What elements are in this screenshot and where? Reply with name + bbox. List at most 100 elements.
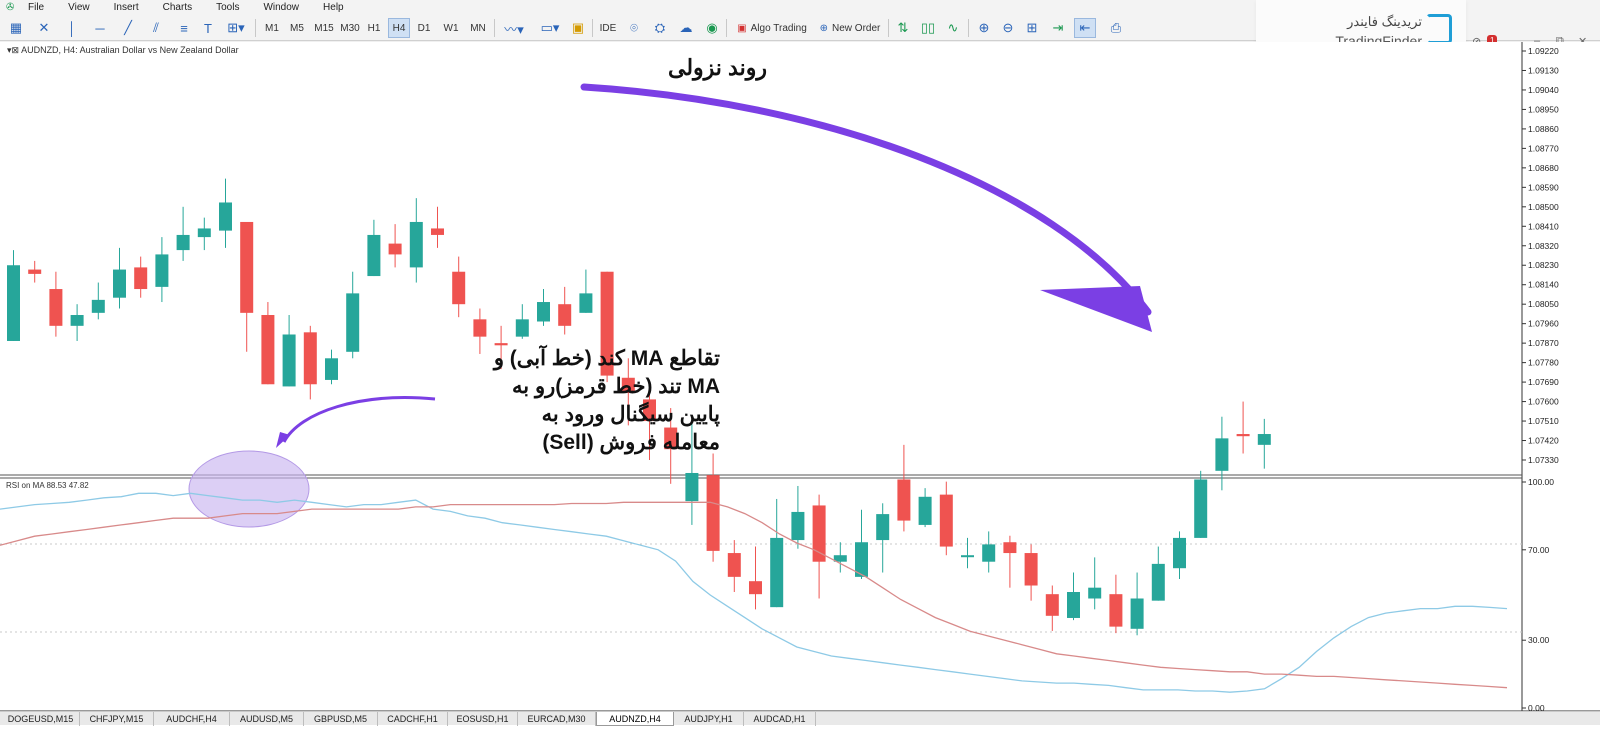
menu-file[interactable]: File [28,2,45,13]
vertical-line-icon[interactable]: │ [67,20,77,36]
tab-eurcad[interactable]: EURCAD,M30 [518,712,596,726]
candle-body [346,293,360,352]
chart-canvas[interactable]: 1.09220 1.09130 1.09040 1.08950 1.08860 1.087… [0,42,1600,739]
candle-body [1215,438,1229,471]
channel-icon[interactable]: ⫽ [153,20,159,35]
candle-body [1194,479,1208,538]
menu-view[interactable]: View [68,2,90,13]
menu-charts[interactable]: Charts [162,2,193,13]
tile-windows-icon[interactable]: ⊞ [1026,20,1038,35]
price-tick-label: 1.07330 [1528,455,1559,465]
crossover-line-3: پایین سیگنال ورود به [541,403,720,426]
autoscroll-icon[interactable]: ⇥ [1052,20,1064,35]
tab-gbpusd[interactable]: GBPUSD,M5 [304,712,378,726]
new-order-button[interactable]: ⊕ New Order [816,18,884,38]
tab-audcad[interactable]: AUDCAD,H1 [744,712,816,726]
crossover-line-1: تقاطع MA کند (خط آبی) و [493,347,720,370]
downtrend-arrowhead [1040,286,1152,332]
timeframe-m1[interactable]: M1 [265,22,279,34]
symbol-text: AUDNZD, H4: Australian Dollar vs New Zea… [21,45,239,55]
algo-trading-button[interactable]: ▣ Algo Trading [732,18,812,38]
brand-persian: تریدینگ فایندر [1347,14,1422,29]
candle-body [28,269,42,274]
candle-body [261,315,275,385]
tab-eosusd[interactable]: EOSUSD,H1 [448,712,518,726]
fibonacci-icon[interactable]: ≡ [180,20,188,36]
tab-audchf[interactable]: AUDCHF,H4 [154,712,230,726]
vps-icon[interactable]: ◉ [706,20,718,35]
zoom-in-icon[interactable]: ⊕ [978,20,990,35]
signals-icon[interactable]: ⌾ [630,20,638,35]
candle-body [473,319,487,337]
timeframe-m15[interactable]: M15 [314,22,334,34]
candle-body [367,234,381,277]
menu-tools[interactable]: Tools [216,2,240,13]
timeframe-w1[interactable]: W1 [443,22,459,34]
candle-body [791,511,805,541]
candle-body [431,228,444,235]
price-tick-label: 1.07780 [1528,358,1559,368]
menu-insert[interactable]: Insert [113,2,139,13]
timeframe-mn[interactable]: MN [470,22,486,34]
bar-chart-icon[interactable]: ⇅ [897,20,909,35]
indicators-icon[interactable]: ▭▾ [540,20,560,35]
templates-icon[interactable]: ▣ [571,20,585,35]
shapes-icon[interactable]: ⊞▾ [227,20,245,35]
line-chart-icon[interactable]: ∿ [947,20,959,35]
trend-line-icon[interactable]: ╱ [124,20,132,35]
tradingfinder-logo-icon [1426,14,1452,44]
crosshair-icon[interactable]: ✕ [38,20,50,35]
new-chart-icon[interactable]: ▦ [9,20,23,35]
price-tick-label: 1.08770 [1528,143,1559,153]
zoom-out-icon[interactable]: ⊖ [1002,20,1014,35]
horizontal-line-icon[interactable]: ─ [95,20,105,36]
price-tick-label: 1.07510 [1528,416,1559,426]
restore-icon[interactable]: ⧉ [1556,35,1564,47]
timeframe-h4[interactable]: H4 [388,18,410,38]
candlestick-icon[interactable]: ▯▯ [920,20,936,35]
candle-body [537,302,550,322]
tab-dogeusd[interactable]: DOGEUSD,M15 [2,712,80,726]
algo-trading-icon: ▣ [737,22,747,34]
tab-audnzd[interactable]: AUDNZD,H4 [596,712,674,726]
menu-window[interactable]: Window [263,2,300,13]
price-axis: 1.09220 1.09130 1.09040 1.08950 1.08860 1.087… [1522,46,1559,465]
chart-type-icon[interactable]: 〰▾ [504,21,524,37]
candle-body [833,555,847,562]
timeframe-d1[interactable]: D1 [417,22,431,34]
price-tick-label: 1.09130 [1528,65,1559,75]
candle-body [770,537,784,608]
price-tick-label: 1.08140 [1528,280,1559,290]
screenshot-icon[interactable]: ⎙ [1110,20,1122,35]
menu-help[interactable]: Help [323,2,344,13]
cloud-icon[interactable]: ☁ [679,20,693,35]
text-tool-icon[interactable]: T [204,20,212,36]
candle-body [600,271,614,376]
candle-body [1257,434,1271,445]
candle-body [558,304,572,326]
price-tick-label: 1.09040 [1528,85,1559,95]
timeframe-m30[interactable]: M30 [340,22,360,34]
indicator-tick-label: 0.00 [1528,703,1545,713]
price-tick-label: 1.08320 [1528,241,1559,251]
candle-body [282,334,296,387]
market-icon[interactable]: ⛭ [654,20,666,35]
price-tick-label: 1.08680 [1528,163,1559,173]
candle-body [155,254,169,287]
tab-chfjpy[interactable]: CHFJPY,M15 [80,712,154,726]
candle-body [1045,594,1059,616]
ide-button[interactable]: IDE [599,22,617,34]
minimize-icon[interactable]: – [1534,35,1541,47]
chart-window[interactable]: 1.09220 1.09130 1.09040 1.08950 1.08860 1.087… [0,42,1600,739]
timeframe-m5[interactable]: M5 [290,22,304,34]
tab-audjpy[interactable]: AUDJPY,H1 [674,712,744,726]
tab-cadchf[interactable]: CADCHF,H1 [378,712,448,726]
timeframe-h1[interactable]: H1 [367,22,381,34]
price-tick-label: 1.07420 [1528,436,1559,446]
tab-audusd[interactable]: AUDUSD,M5 [230,712,304,726]
slow-ma-line [0,492,1508,693]
candle-body [494,343,508,346]
new-order-icon: ⊕ [819,22,829,34]
chart-shift-icon[interactable]: ⇤ [1074,18,1096,38]
candle-body [1088,587,1102,599]
